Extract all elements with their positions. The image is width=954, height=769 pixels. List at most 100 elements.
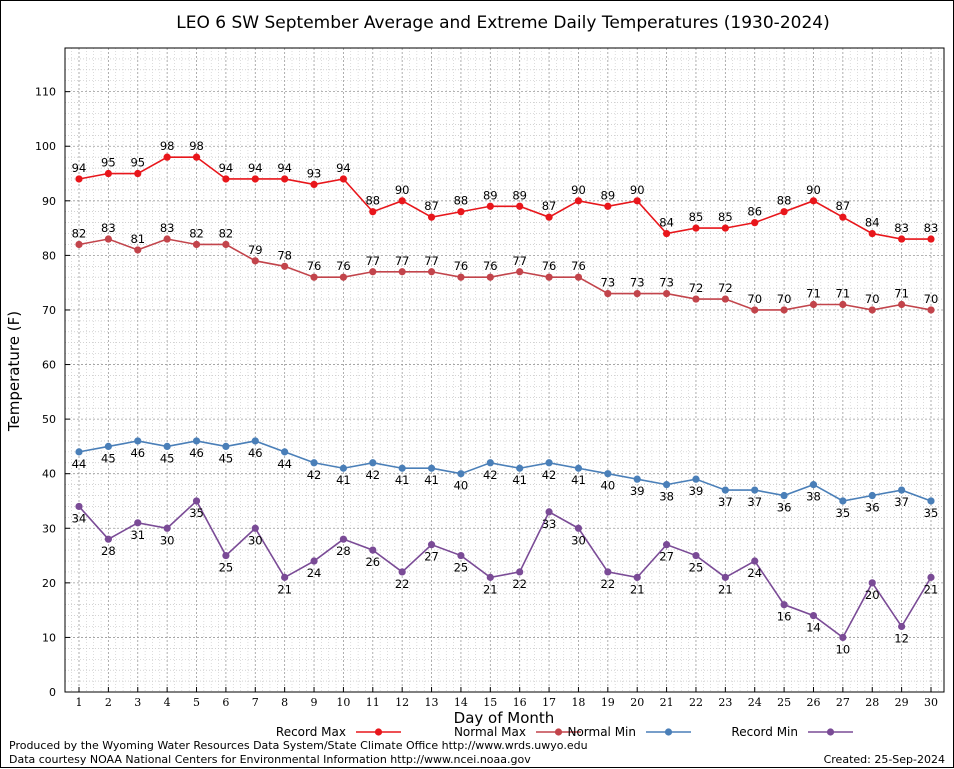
data-point-normal-min: [75, 448, 83, 456]
data-point-record-min: [809, 611, 818, 620]
data-point-record-max: [809, 197, 818, 205]
data-point-record-min: [163, 524, 171, 532]
data-label-normal-min: 44: [277, 457, 292, 471]
data-label-record-max: 95: [101, 156, 116, 170]
data-point-record-max: [516, 202, 524, 210]
series-record-max: 94 95 95 98 98 94 94 94 93 94 88 90 87 88 89 89 87 90 89 90…: [72, 139, 938, 243]
data-point-record-min: [898, 622, 906, 631]
data-point-record-max: [604, 202, 612, 210]
data-label-record-max: 89: [601, 188, 616, 202]
data-label-normal-max: 70: [865, 292, 880, 306]
data-label-record-max: 87: [542, 199, 557, 213]
data-point-normal-max: [839, 300, 847, 309]
data-point-normal-max: [604, 289, 612, 298]
y-tick-label: 80: [42, 249, 56, 262]
footer-created-date: Created: 25-Sep-2024: [823, 753, 945, 766]
data-point-record-max: [163, 153, 171, 161]
data-point-normal-max: [486, 273, 494, 281]
data-point-normal-min: [809, 481, 818, 489]
data-label-record-min: 28: [336, 544, 351, 558]
y-tick-label: 50: [42, 413, 56, 426]
x-tick-label: 27: [836, 696, 850, 709]
data-label-record-max: 88: [365, 194, 380, 208]
data-point-normal-min: [398, 464, 406, 472]
data-point-record-min: [721, 573, 729, 581]
data-label-normal-min: 39: [689, 484, 704, 498]
data-label-normal-max: 83: [101, 221, 116, 235]
data-label-record-max: 95: [130, 156, 145, 170]
legend-marker-normal-min: [664, 728, 673, 736]
footer-data-courtesy: Data courtesy NOAA National Centers for …: [9, 753, 531, 766]
data-point-normal-min: [281, 448, 289, 456]
data-point-normal-max: [574, 273, 583, 281]
data-label-record-min: 35: [189, 506, 204, 520]
data-point-normal-max: [692, 295, 700, 303]
data-label-normal-min: 46: [130, 446, 145, 460]
data-point-record-max: [339, 175, 348, 183]
data-point-normal-max: [134, 246, 142, 254]
data-label-normal-max: 71: [836, 287, 851, 301]
data-point-normal-min: [163, 442, 171, 451]
y-tick-label: 90: [42, 195, 56, 208]
data-point-normal-max: [633, 289, 641, 298]
data-label-record-min: 14: [806, 621, 821, 635]
data-point-record-min: [75, 502, 83, 511]
legend-label-record-min: Record Min: [731, 725, 798, 739]
data-point-record-max: [662, 229, 671, 238]
x-tick-label: 1: [76, 696, 83, 709]
x-tick-label: 26: [806, 696, 820, 709]
data-point-normal-min: [104, 442, 112, 451]
data-label-record-min: 30: [248, 533, 263, 547]
data-point-record-max: [75, 175, 83, 183]
x-tick-label: 24: [748, 696, 762, 709]
data-point-normal-min: [927, 497, 935, 505]
data-point-normal-min: [662, 481, 671, 489]
data-point-record-max: [898, 235, 906, 243]
data-label-record-min: 20: [865, 588, 880, 602]
x-tick-label: 30: [924, 696, 938, 709]
data-point-normal-max: [310, 273, 318, 281]
series-normal-min: 44 45 46 45 46 45 46 44 42 41 42 41 41 40 42 41 42 41 40 39…: [72, 437, 938, 520]
data-label-normal-max: 76: [542, 259, 557, 273]
data-label-record-max: 98: [160, 139, 175, 153]
data-label-normal-min: 41: [571, 473, 586, 487]
data-point-normal-min: [457, 470, 465, 478]
data-label-normal-min: 41: [336, 473, 351, 487]
data-point-record-min: [633, 573, 641, 581]
data-label-record-max: 85: [718, 210, 733, 224]
data-point-record-max: [281, 175, 289, 183]
data-point-normal-max: [662, 289, 671, 298]
legend: Record Max Normal Max Normal Min Record Min: [276, 725, 853, 739]
data-point-normal-min: [780, 491, 788, 500]
data-point-normal-max: [222, 240, 230, 249]
legend-label-record-max: Record Max: [276, 725, 346, 739]
x-tick-label: 29: [895, 696, 909, 709]
data-point-record-min: [780, 601, 788, 609]
data-label-normal-min: 40: [601, 479, 616, 493]
data-label-normal-max: 77: [424, 254, 439, 268]
data-point-record-max: [545, 213, 553, 221]
data-point-normal-min: [251, 437, 259, 445]
data-label-record-min: 27: [659, 550, 674, 564]
data-point-normal-max: [163, 235, 171, 243]
series-normal-max: 82 83 81 83 82 82 79 78 76 76 77 77 77 76 76 77 76 76 73 73…: [72, 221, 938, 314]
x-tick-label: 10: [336, 696, 350, 709]
data-label-record-min: 21: [483, 582, 498, 596]
data-point-record-min: [369, 546, 377, 554]
data-label-normal-max: 78: [277, 248, 292, 262]
data-point-normal-max: [516, 268, 524, 276]
data-point-normal-min: [574, 464, 583, 472]
data-point-record-min: [692, 551, 700, 560]
x-tick-label: 28: [865, 696, 879, 709]
x-tick-label: 19: [601, 696, 615, 709]
data-label-record-max: 98: [189, 139, 204, 153]
data-point-normal-min: [310, 459, 318, 467]
data-label-record-min: 22: [512, 577, 527, 591]
data-point-normal-min: [721, 486, 729, 494]
data-label-record-max: 94: [72, 161, 87, 175]
series-line-record-min: [78, 499, 932, 639]
data-point-normal-max: [75, 240, 83, 249]
data-label-record-min: 24: [747, 566, 762, 580]
